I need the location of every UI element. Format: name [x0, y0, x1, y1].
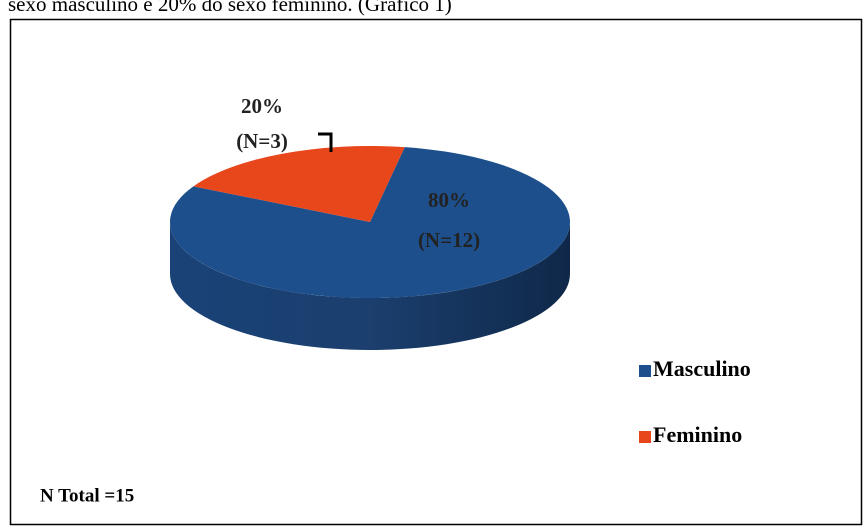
count-label: (N=12) — [418, 228, 480, 252]
pie-side — [170, 222, 570, 350]
annotation: N Total =15 — [40, 485, 134, 506]
value-label: 80% — [428, 188, 470, 212]
label-leader — [318, 132, 333, 152]
document-text: sexo masculino e 20% do sexo feminino. (… — [8, 0, 452, 16]
legend-label: Masculino — [653, 356, 751, 381]
pie-slice — [169, 147, 570, 298]
value-label: 20% — [241, 94, 283, 118]
pie-slice — [193, 146, 405, 222]
legend-swatch — [639, 365, 651, 377]
count-label: (N=3) — [236, 129, 288, 153]
legend-swatch — [639, 431, 651, 443]
pie — [169, 146, 570, 350]
legend-label: Feminino — [653, 422, 742, 447]
